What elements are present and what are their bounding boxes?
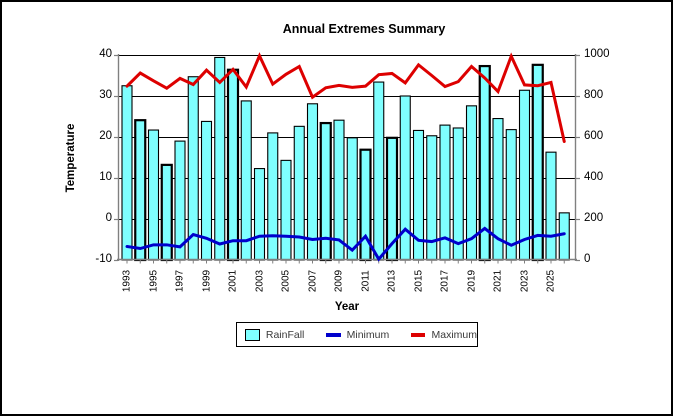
legend-rainfall-label: RainFall <box>265 328 305 341</box>
rainfall-bar <box>293 125 305 261</box>
x-axis-tick-label: 2007 <box>307 269 318 293</box>
right-axis-tick-label: 200 <box>584 212 604 224</box>
maximum-line <box>125 52 566 144</box>
left-axis-tick-label: 30 <box>99 89 112 101</box>
right-axis-tick-label: 1000 <box>584 48 610 60</box>
rainfall-bar <box>214 56 226 261</box>
x-axis-tick-label: 2005 <box>280 269 292 293</box>
left-axis-tick-label: -10 <box>95 253 112 265</box>
rainfall-bar <box>267 132 279 261</box>
legend-maximum-label: Maximum <box>431 328 477 341</box>
rainfall-bar <box>452 127 464 261</box>
rainfall-bar <box>518 89 531 261</box>
plot-area <box>114 52 580 264</box>
x-axis-tick-label: 2003 <box>254 269 265 293</box>
rainfall-bar <box>240 100 252 261</box>
right-axis-tick-label: 600 <box>584 130 604 142</box>
right-axis-tick-label: 800 <box>584 89 604 101</box>
right-axis-tick-label: 0 <box>584 253 591 265</box>
y-axis-title: Temperature <box>65 123 77 193</box>
rainfall-bar <box>531 63 544 262</box>
minimum-line <box>125 226 566 262</box>
x-axis-tick-label: 2025 <box>545 269 557 293</box>
x-axis-tick-label: 1993 <box>121 269 133 293</box>
right-axis-tick-label: 400 <box>584 171 604 183</box>
x-axis-tick-label: 2001 <box>227 269 239 293</box>
rainfall-bar <box>558 212 570 261</box>
rainfall-bar <box>346 137 358 261</box>
rainfall-bar <box>253 168 266 261</box>
left-axis-tick-label: 40 <box>99 48 112 60</box>
left-axis-tick-label: 10 <box>99 171 112 183</box>
x-axis-tick-label: 2009 <box>333 269 345 293</box>
x-axis-tick-label: 1999 <box>201 269 212 293</box>
rainfall-bar <box>545 151 557 261</box>
rainfall-bar <box>147 129 160 261</box>
rainfall-bar <box>306 103 319 261</box>
x-axis-tick-label: 2017 <box>439 269 451 293</box>
left-axis-tick-label: 20 <box>99 130 112 142</box>
rainfall-bar <box>280 159 292 261</box>
x-axis-tick-label: 1997 <box>174 269 186 293</box>
x-axis-tick-label: 2011 <box>360 270 371 292</box>
chart-title: Annual Extremes Summary <box>282 22 446 36</box>
legend: RainFall Minimum Maximum <box>236 322 478 347</box>
plot-canvas <box>114 52 580 264</box>
rainfall-bar <box>373 81 385 261</box>
rainfall-bar <box>505 129 517 261</box>
legend-minimum-line <box>326 332 341 337</box>
rainfall-bar <box>226 68 240 262</box>
rainfall-bar <box>134 119 147 262</box>
legend-rainfall-swatch <box>245 328 260 341</box>
rainfall-bar <box>121 85 133 261</box>
x-axis-tick-label: 2015 <box>413 269 424 293</box>
left-axis-tick-label: 0 <box>105 212 112 224</box>
chart-svg <box>114 52 580 264</box>
x-axis-title: Year <box>334 301 360 313</box>
x-axis-tick-label: 2021 <box>492 269 504 293</box>
legend-minimum-label: Minimum <box>346 328 390 341</box>
x-axis-tick-label: 2023 <box>519 269 530 293</box>
x-axis-tick-label: 1995 <box>148 269 159 293</box>
rainfall-bar <box>187 76 199 261</box>
rainfall-bar <box>399 95 411 261</box>
x-axis-tick-label: 2019 <box>466 269 477 293</box>
x-axis-tick-label: 2013 <box>386 269 398 293</box>
legend-maximum-line <box>411 332 426 337</box>
